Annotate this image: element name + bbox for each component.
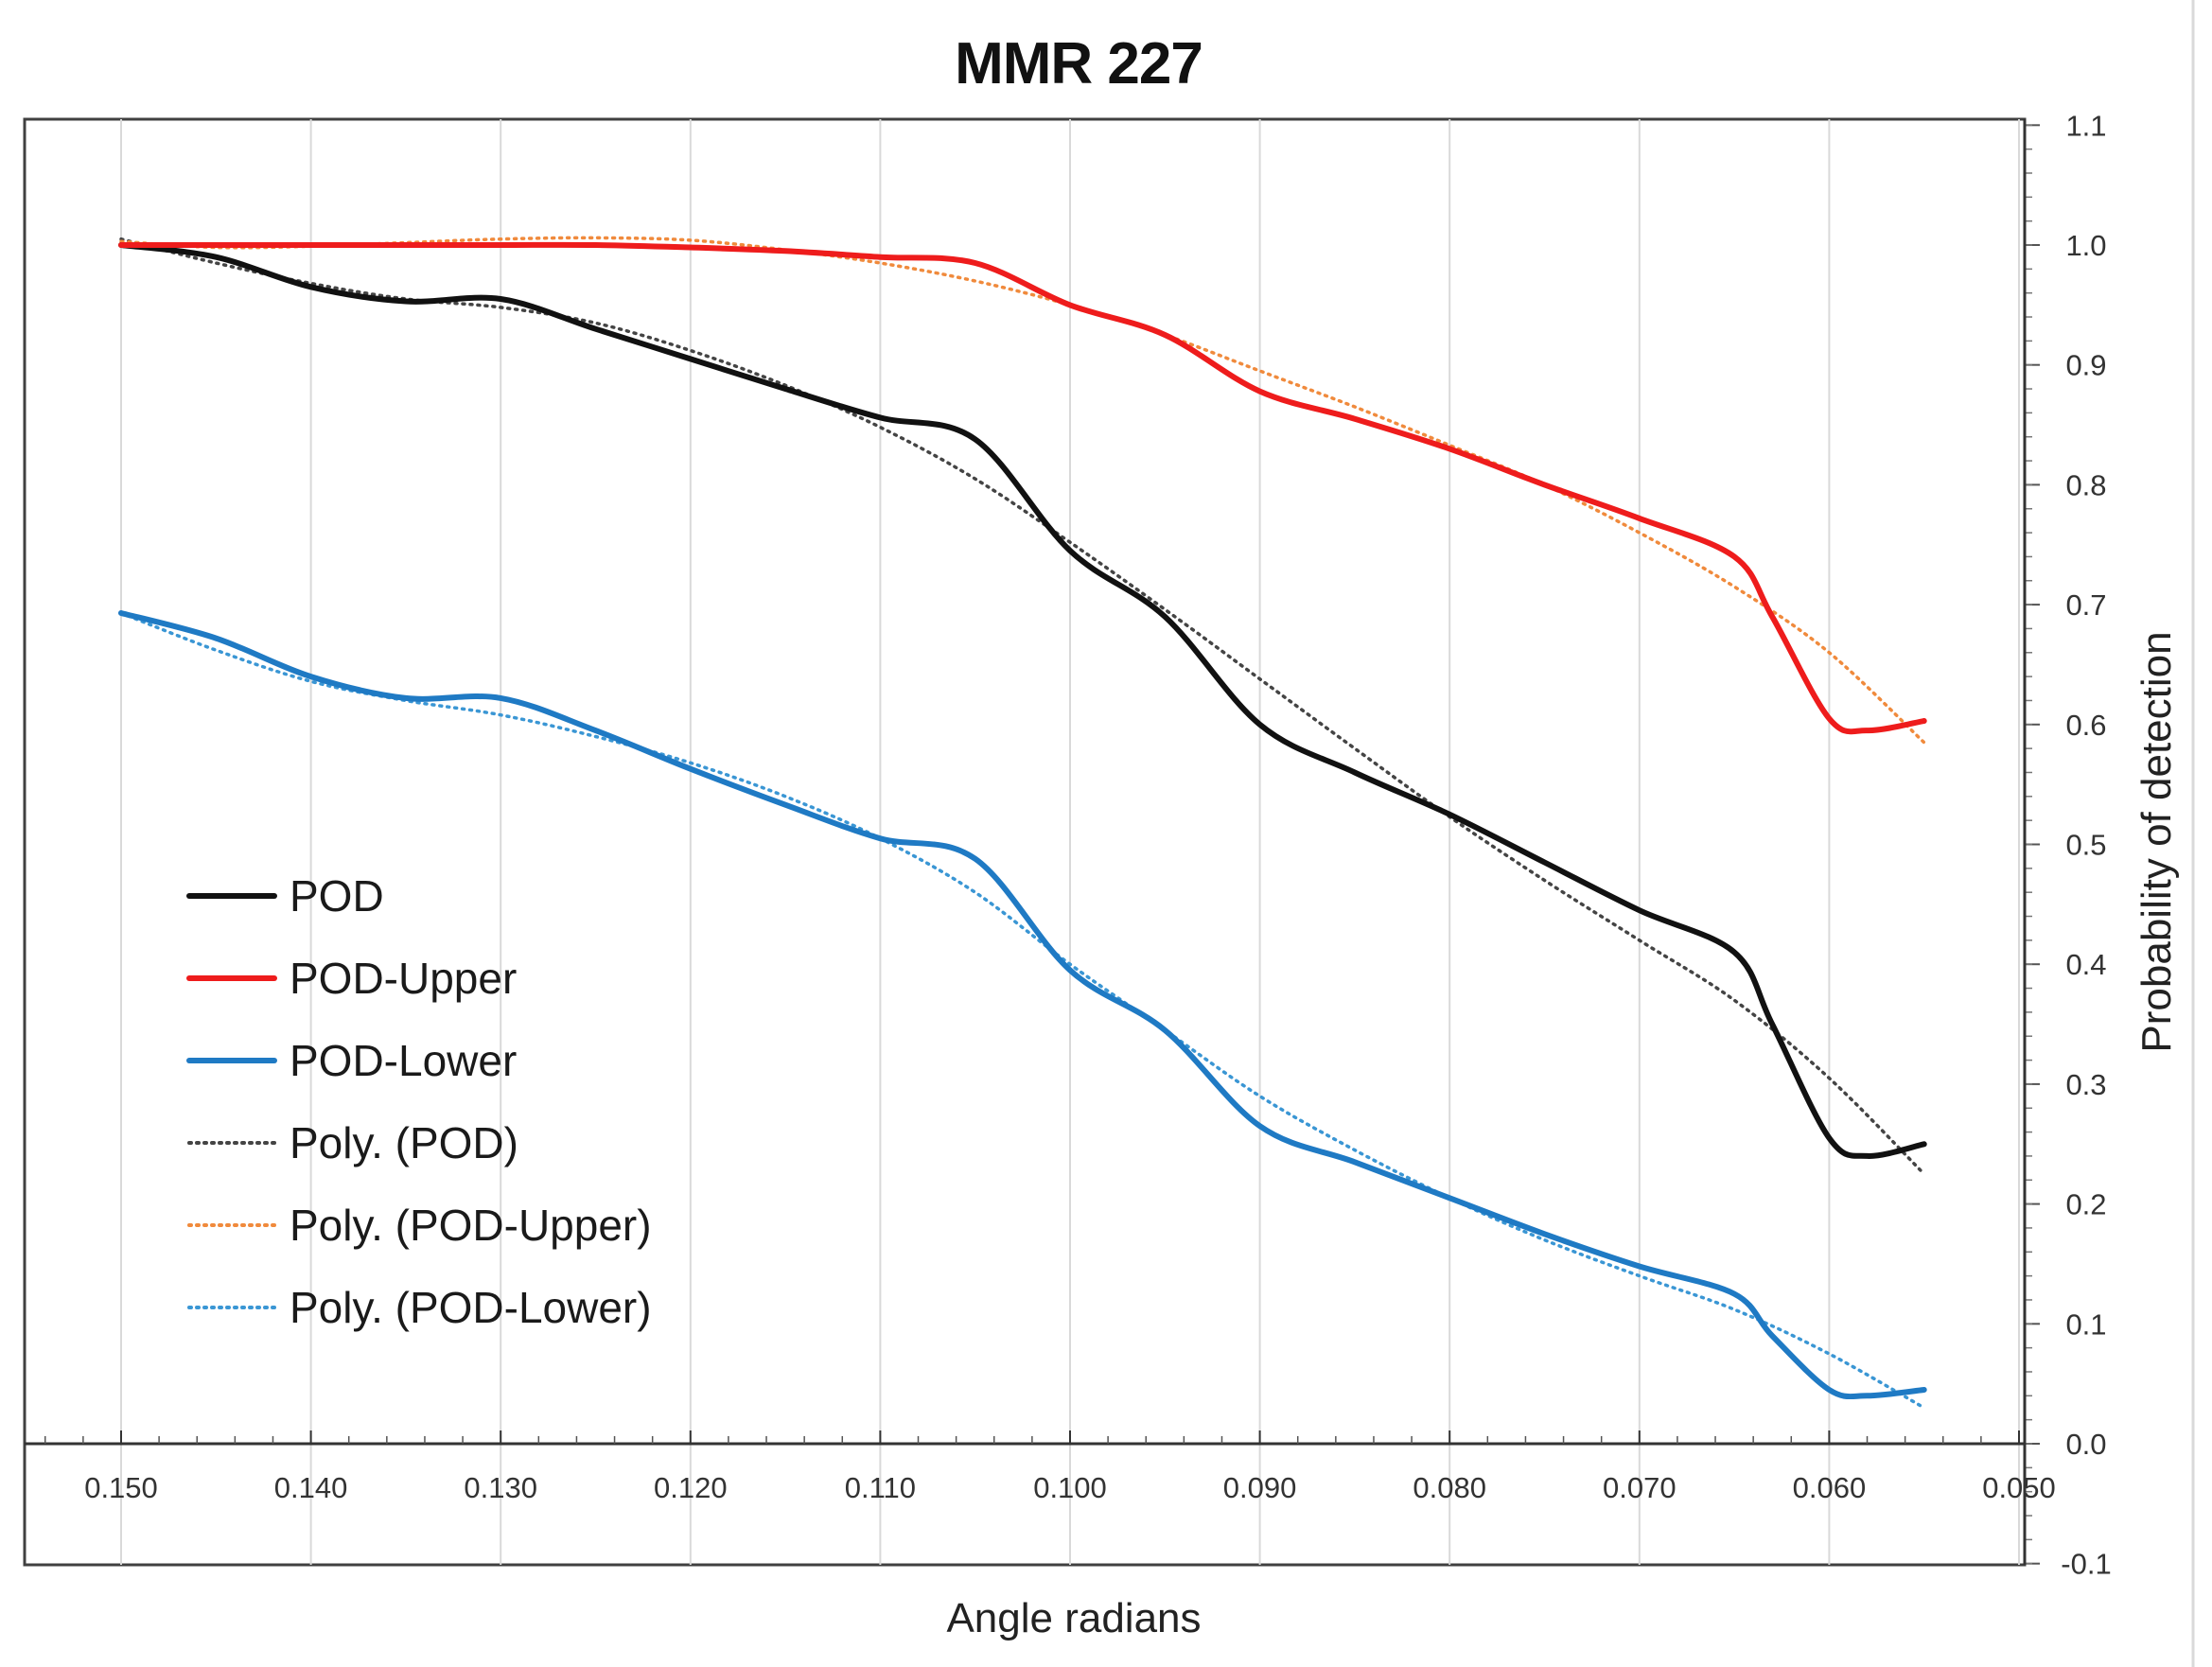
x-tick-label: 0.120 <box>654 1471 728 1504</box>
y-tick-label: 1.1 <box>2065 109 2106 142</box>
chart-title: MMR 227 <box>955 31 1203 97</box>
series-line-poly-pod-upper <box>119 236 1926 745</box>
x-tick-label: 0.060 <box>1793 1471 1867 1504</box>
x-tick-label: 0.150 <box>84 1471 158 1504</box>
legend-label-poly-pod: Poly. (POD) <box>290 1118 518 1167</box>
legend-label-poly-pod-lower: Poly. (POD-Lower) <box>290 1283 652 1332</box>
y-tick-label: 0.8 <box>2065 468 2106 501</box>
x-tick-label: 0.090 <box>1223 1471 1297 1504</box>
x-axis-label: Angle radians <box>946 1595 1201 1641</box>
x-tick-label: 0.100 <box>1033 1471 1107 1504</box>
y-tick-label: 0.2 <box>2065 1188 2106 1221</box>
x-tick-label: 0.080 <box>1413 1471 1486 1504</box>
y-axis-label: Probability of detection <box>2133 631 2180 1052</box>
series-line-pod <box>118 242 1927 1159</box>
data-series <box>118 236 1927 1410</box>
series-line-poly-pod-lower <box>119 611 1926 1410</box>
y-tick-label: 0.4 <box>2065 948 2106 981</box>
y-tick-label: 0.3 <box>2065 1068 2106 1101</box>
axes: 0.150 0.140 0.130 0.120 0.110 0.100 0.090 0.080… <box>25 109 2112 1581</box>
y-tick-label: 0.0 <box>2065 1428 2106 1461</box>
series-line-pod-lower <box>118 610 1927 1400</box>
legend-label-poly-pod-upper: Poly. (POD-Upper) <box>290 1201 652 1250</box>
x-tick-label: 0.070 <box>1603 1471 1677 1504</box>
y-tick-label: 1.0 <box>2065 229 2106 262</box>
legend-label-pod: POD <box>290 871 384 921</box>
y-tick-label: 0.6 <box>2065 709 2106 742</box>
legend: POD POD-Upper POD-Lower Poly. (POD) Poly. (P… <box>186 871 652 1332</box>
x-tick-label: 0.110 <box>845 1471 916 1504</box>
y-tick-label: -0.1 <box>2061 1548 2111 1581</box>
y-tick-label: 0.7 <box>2065 588 2106 622</box>
x-tick-label: 0.050 <box>1982 1471 2056 1504</box>
series-line-pod-upper <box>118 241 1927 735</box>
y-tick-label: 0.1 <box>2065 1307 2106 1341</box>
x-tick-label: 0.140 <box>274 1471 348 1504</box>
legend-label-pod-upper: POD-Upper <box>290 954 517 1003</box>
x-tick-label: 0.130 <box>464 1471 537 1504</box>
y-tick-label: 0.9 <box>2065 349 2106 382</box>
y-tick-label: 0.5 <box>2065 829 2106 862</box>
legend-label-pod-lower: POD-Lower <box>290 1036 517 1085</box>
